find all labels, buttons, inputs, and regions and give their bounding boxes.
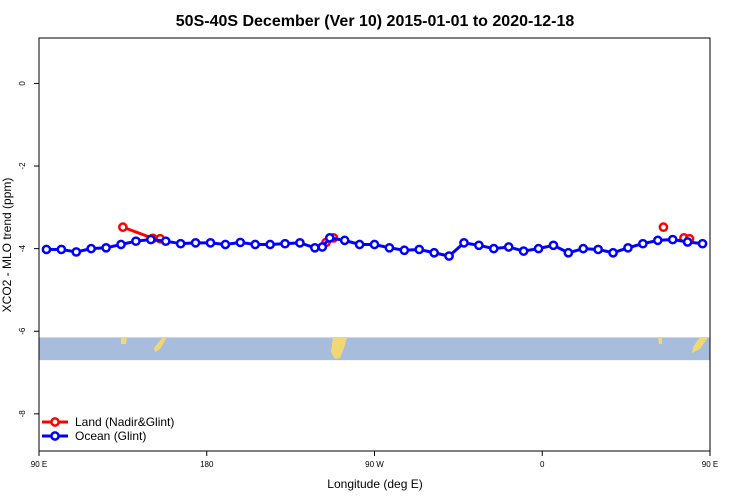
ocean-point — [131, 236, 141, 247]
ocean-point — [280, 238, 290, 249]
ocean-point — [160, 236, 171, 247]
ocean-point — [310, 242, 320, 253]
ocean-point — [295, 237, 305, 248]
ocean-point — [638, 238, 648, 249]
legend-marker — [50, 431, 60, 441]
land-patch-3 — [331, 337, 347, 359]
land-point — [118, 222, 128, 233]
y-tick-label: -8 — [18, 410, 27, 418]
ocean-point — [518, 246, 529, 256]
land-point — [658, 222, 669, 233]
ocean-point — [429, 247, 439, 258]
land-patch-5 — [692, 337, 708, 353]
plot-marks — [41, 222, 708, 261]
x-axis-label: Longitude (deg E) — [327, 477, 422, 491]
ocean-point — [384, 242, 395, 253]
ocean-point — [175, 238, 186, 249]
y-tick-label: -2 — [18, 162, 27, 170]
ocean-point — [116, 239, 126, 250]
legend: Land (Nadir&Glint)Ocean (Glint) — [42, 415, 174, 443]
ocean-series-line — [46, 236, 703, 258]
y-tick-label: -6 — [18, 327, 27, 335]
x-tick-label: 180 — [200, 460, 214, 469]
x-tick-label: 90 E — [702, 460, 718, 469]
ocean-point — [414, 244, 425, 255]
ocean-point — [399, 245, 410, 256]
ocean-point — [101, 242, 111, 253]
ocean-point — [205, 237, 216, 248]
ocean-point — [459, 237, 469, 248]
ocean-point — [339, 235, 350, 246]
land-patch-4 — [658, 337, 662, 344]
ocean-point — [220, 239, 231, 250]
land-patch-2 — [154, 337, 167, 352]
ocean-point — [533, 243, 544, 254]
ocean-point — [56, 244, 67, 255]
ocean-point — [190, 237, 201, 248]
chart-title: 50S-40S December (Ver 10) 2015-01-01 to … — [176, 13, 575, 30]
ocean-point — [563, 247, 574, 258]
ocean-point — [250, 239, 261, 250]
ocean-point — [369, 239, 380, 250]
y-tick-label: 0 — [18, 81, 27, 86]
ocean-point — [623, 242, 633, 253]
y-axis-label: XCO2 - MLO trend (ppm) — [0, 178, 14, 313]
axis-ticks: 90 E 180 90 W 0 90 E 0 -2 -4 -6 -8 — [18, 81, 718, 469]
ocean-point — [652, 235, 663, 246]
ocean-point — [444, 251, 454, 261]
land-patch-1 — [121, 337, 127, 344]
x-tick-label: 90 W — [365, 460, 384, 469]
legend-label: Land (Nadir&Glint) — [75, 415, 174, 429]
ocean-point — [235, 237, 246, 248]
ocean-point — [488, 243, 499, 254]
ocean-point — [593, 244, 604, 255]
land-mask-band — [39, 337, 710, 361]
x-tick-label: 90 E — [31, 460, 47, 469]
ocean-point — [86, 243, 97, 254]
ocean-point — [354, 239, 365, 250]
ocean-point — [145, 234, 156, 245]
x-tick-label: 0 — [540, 460, 545, 469]
ocean-point — [667, 234, 678, 245]
ocean-point — [317, 242, 328, 252]
ocean-point — [697, 238, 708, 249]
ocean-point — [324, 233, 335, 243]
ocean-point — [548, 240, 559, 251]
legend-marker — [50, 417, 60, 427]
legend-label: Ocean (Glint) — [75, 429, 146, 443]
ocean-point — [578, 243, 589, 254]
ocean-point — [474, 240, 484, 251]
y-tick-label: -4 — [18, 245, 27, 253]
ocean-point — [682, 237, 693, 247]
ocean-point — [608, 247, 618, 258]
ocean-point — [265, 239, 275, 250]
ocean-point — [503, 242, 514, 252]
ocean-band — [39, 337, 710, 361]
ocean-point — [41, 244, 52, 255]
ocean-point — [71, 247, 82, 257]
